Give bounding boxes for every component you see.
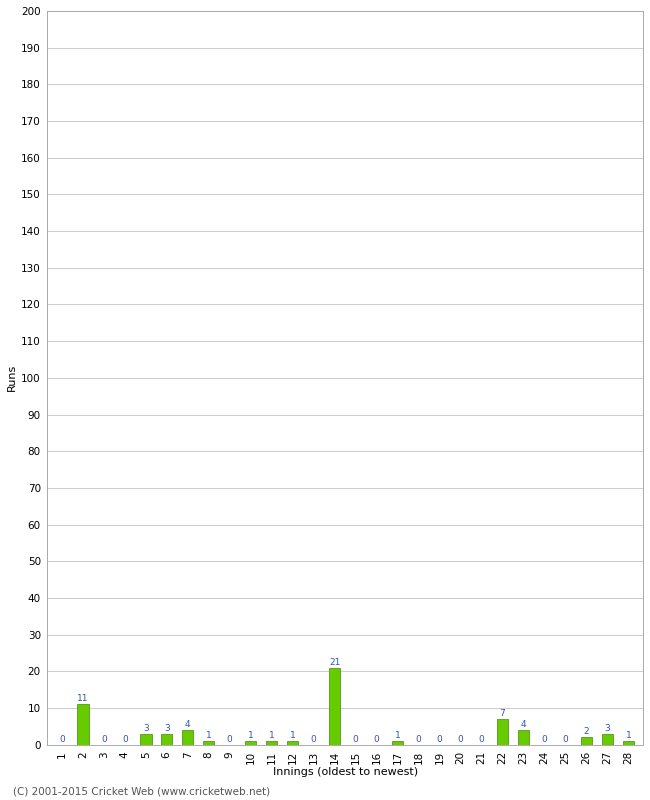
Bar [623,741,634,745]
Text: 1: 1 [248,731,254,740]
Text: 0: 0 [353,734,358,744]
Y-axis label: Runs: Runs [7,364,17,391]
Text: 1: 1 [290,731,296,740]
Bar [287,741,298,745]
Text: 3: 3 [604,724,610,733]
Text: 21: 21 [329,658,341,666]
Text: 0: 0 [541,734,547,744]
Text: 0: 0 [374,734,380,744]
Text: 0: 0 [415,734,421,744]
Bar [602,734,613,745]
Text: 1: 1 [268,731,274,740]
Text: 0: 0 [437,734,443,744]
Text: 0: 0 [562,734,568,744]
Bar [329,668,341,745]
Bar [182,730,194,745]
Text: 4: 4 [521,720,526,729]
Bar [203,741,215,745]
Text: 1: 1 [206,731,211,740]
X-axis label: Innings (oldest to newest): Innings (oldest to newest) [272,767,418,777]
Text: 0: 0 [122,734,127,744]
Text: 1: 1 [395,731,400,740]
Text: (C) 2001-2015 Cricket Web (www.cricketweb.net): (C) 2001-2015 Cricket Web (www.cricketwe… [13,786,270,796]
Bar [266,741,278,745]
Bar [580,738,592,745]
Text: 0: 0 [311,734,317,744]
Text: 2: 2 [584,727,589,736]
Text: 11: 11 [77,694,88,703]
Text: 0: 0 [478,734,484,744]
Bar [497,719,508,745]
Text: 1: 1 [625,731,631,740]
Text: 0: 0 [101,734,107,744]
Text: 0: 0 [227,734,233,744]
Bar [161,734,172,745]
Text: 4: 4 [185,720,190,729]
Text: 7: 7 [500,709,505,718]
Bar [140,734,151,745]
Text: 0: 0 [458,734,463,744]
Text: 3: 3 [164,724,170,733]
Text: 0: 0 [59,734,64,744]
Text: 3: 3 [143,724,149,733]
Bar [77,705,88,745]
Bar [245,741,257,745]
Bar [517,730,529,745]
Bar [392,741,403,745]
